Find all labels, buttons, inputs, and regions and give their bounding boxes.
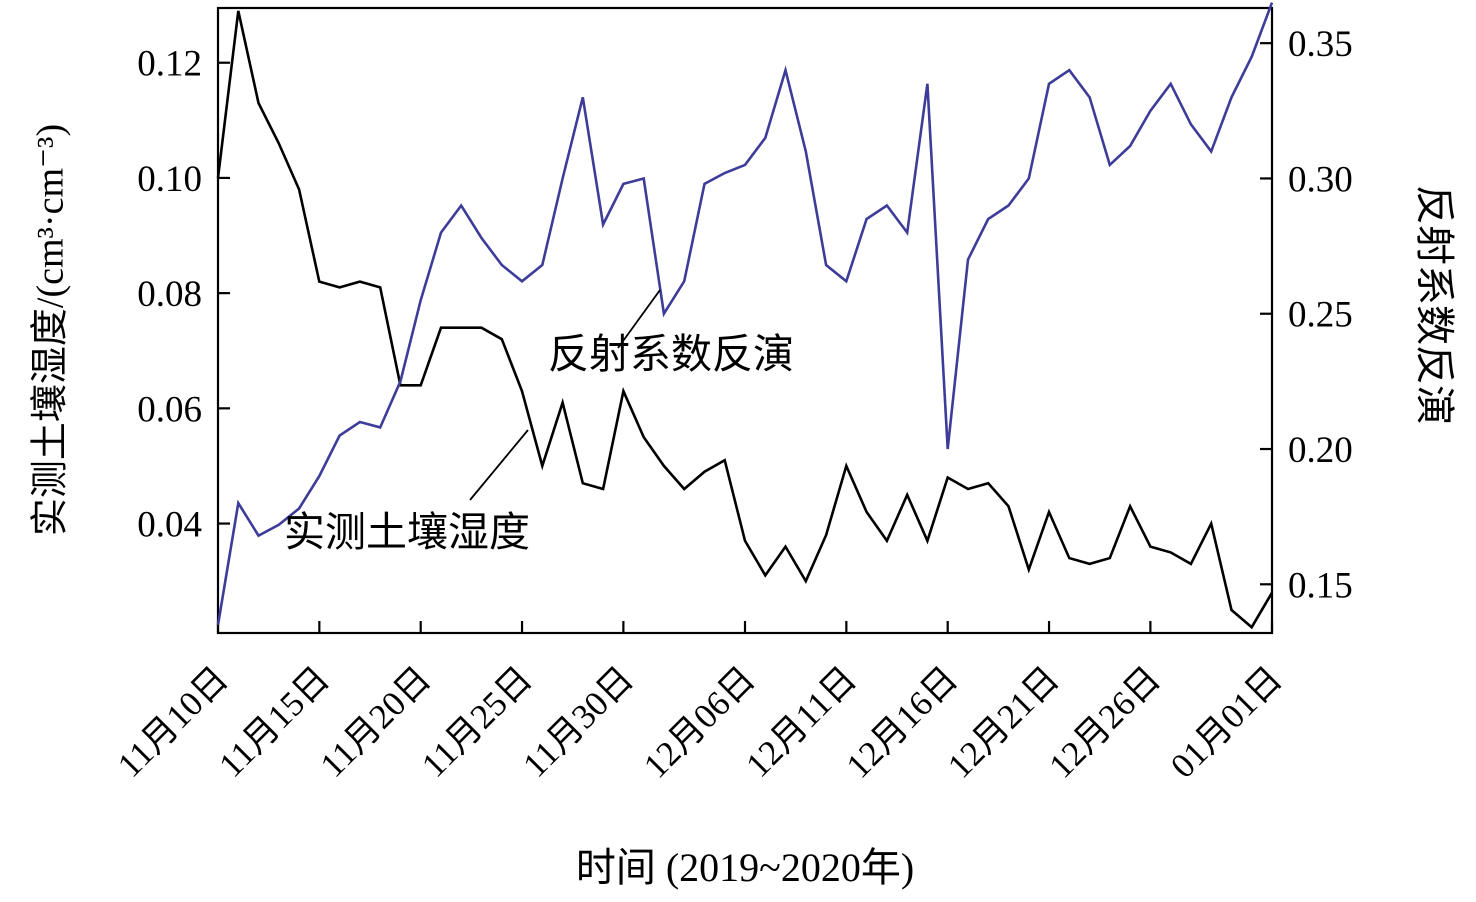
left-axis-title: 实测土壤湿度/(cm³·cm⁻³) [29,123,72,537]
svg-text:0.12: 0.12 [137,44,202,85]
svg-text:0.10: 0.10 [137,159,202,200]
svg-text:01月01日: 01月01日 [1163,659,1290,786]
svg-text:11月20日: 11月20日 [313,659,439,785]
svg-text:0.04: 0.04 [137,505,202,546]
series-label-measured-soil-moisture: 实测土壤湿度 [284,509,530,555]
svg-text:12月16日: 12月16日 [839,659,966,786]
svg-text:0.20: 0.20 [1288,430,1353,471]
svg-text:12月06日: 12月06日 [636,659,763,786]
series-label-reflection-inversion: 反射系数反演 [548,331,794,377]
svg-text:0.08: 0.08 [137,274,202,315]
svg-text:0.30: 0.30 [1288,159,1353,200]
svg-text:11月30日: 11月30日 [515,659,641,785]
svg-text:11月10日: 11月10日 [110,659,236,785]
right-axis-title: 反射系数反演 [1412,185,1457,425]
x-axis-title: 时间 (2019~2020年) [575,845,915,890]
svg-text:0.35: 0.35 [1288,24,1353,65]
svg-text:12月26日: 12月26日 [1041,659,1168,786]
svg-text:12月21日: 12月21日 [940,659,1067,786]
svg-text:11月15日: 11月15日 [211,659,337,785]
svg-text:12月11日: 12月11日 [738,659,864,785]
svg-text:0.06: 0.06 [137,389,202,430]
svg-text:0.15: 0.15 [1288,565,1353,606]
svg-text:0.25: 0.25 [1288,295,1353,336]
svg-text:11月25日: 11月25日 [414,659,540,785]
